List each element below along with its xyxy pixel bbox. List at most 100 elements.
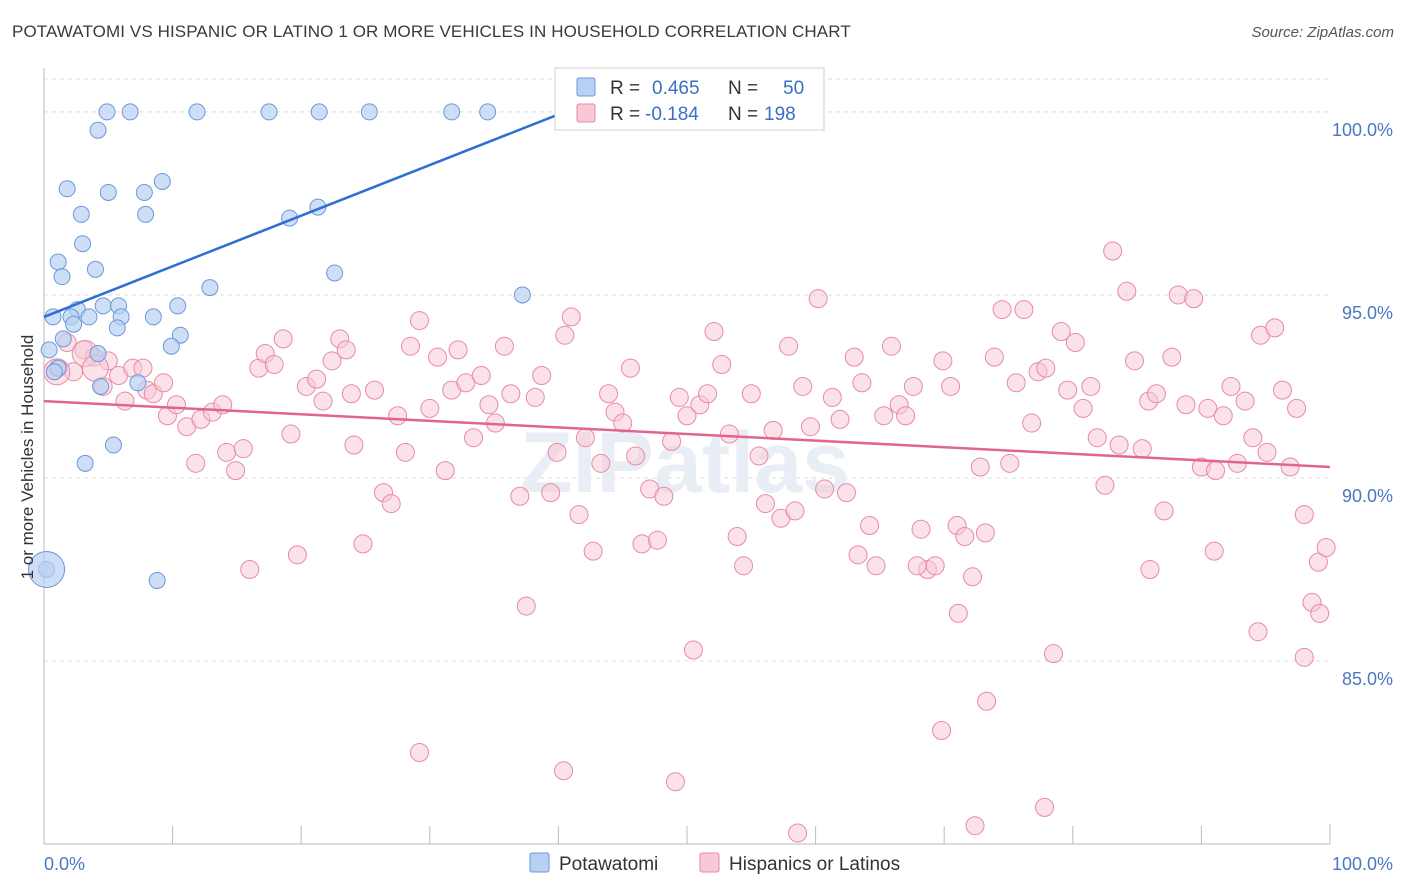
pink-point-24 — [240, 559, 260, 579]
potawatomi-points — [28, 103, 594, 589]
pink-point-155 — [1213, 406, 1233, 426]
blue-point-40 — [89, 345, 107, 363]
legend-r-value-blue: 0.465 — [652, 78, 700, 99]
pink-point-146 — [1146, 384, 1166, 404]
pink-point-127 — [1006, 373, 1026, 393]
legend-r-label-pink: R = — [610, 104, 640, 125]
pink-point-36 — [336, 340, 356, 360]
pink-point-100 — [808, 289, 828, 309]
pink-point-148 — [1162, 347, 1182, 367]
pink-point-122 — [970, 457, 990, 477]
blue-point-3 — [260, 103, 278, 121]
pink-point-13 — [154, 373, 174, 393]
pink-point-27 — [264, 354, 284, 374]
pink-point-179 — [965, 816, 985, 836]
hispanics-points — [43, 241, 1336, 843]
pink-point-173 — [907, 556, 927, 576]
blue-point-34 — [65, 315, 83, 333]
blue-point-45 — [104, 436, 122, 454]
y-tick-label-3: 100.0% — [1332, 120, 1393, 140]
blue-point-23 — [201, 279, 219, 297]
bottom-legend-swatch-pink — [699, 852, 720, 873]
pink-point-57 — [494, 336, 514, 356]
pink-point-97 — [785, 501, 805, 521]
pink-point-140 — [1103, 241, 1123, 261]
pink-point-59 — [510, 486, 530, 506]
pink-point-54 — [471, 365, 491, 385]
pink-point-123 — [977, 691, 997, 711]
blue-point-36 — [54, 330, 72, 348]
grid-lines — [44, 78, 1330, 662]
pink-point-144 — [1132, 439, 1152, 459]
stats-legend: R = 0.465 N = 50 R = -0.184 N = 198 — [554, 67, 825, 131]
blue-point-46 — [76, 454, 94, 472]
pink-point-142 — [1117, 281, 1137, 301]
pink-point-159 — [1243, 428, 1263, 448]
pink-point-181 — [410, 742, 430, 762]
legend-r-label-blue: R = — [610, 78, 640, 99]
pink-point-150 — [1176, 395, 1196, 415]
pink-point-23 — [233, 439, 253, 459]
pink-point-110 — [881, 336, 901, 356]
pink-point-121 — [962, 567, 982, 587]
pink-point-151 — [1184, 289, 1204, 309]
pink-point-42 — [381, 494, 401, 514]
pink-point-177 — [788, 823, 808, 843]
pink-point-154 — [1206, 461, 1226, 481]
bottom-legend-label-pink: Hispanics or Latinos — [729, 854, 900, 875]
pink-point-48 — [428, 347, 448, 367]
pink-point-108 — [866, 556, 886, 576]
pink-point-128 — [1014, 300, 1034, 320]
blue-point-26 — [94, 297, 112, 315]
pink-point-105 — [844, 347, 864, 367]
pink-point-43 — [388, 406, 408, 426]
pink-point-147 — [1154, 501, 1174, 521]
pink-point-180 — [1035, 797, 1055, 817]
pink-point-158 — [1235, 391, 1255, 411]
pink-point-113 — [903, 376, 923, 396]
blue-point-14 — [72, 205, 90, 223]
pink-point-17 — [186, 453, 206, 473]
pink-point-49 — [435, 461, 455, 481]
pink-point-124 — [984, 347, 1004, 367]
pink-point-143 — [1125, 351, 1145, 371]
pink-point-126 — [1000, 453, 1020, 473]
source-label: Source: ZipAtlas.com — [1251, 24, 1394, 41]
pink-point-89 — [727, 527, 747, 547]
pink-point-75 — [626, 446, 646, 466]
blue-point-2 — [188, 103, 206, 121]
pink-point-170 — [1310, 603, 1330, 623]
pink-point-64 — [547, 442, 567, 462]
pink-point-183 — [1140, 559, 1160, 579]
pink-point-132 — [1044, 644, 1064, 664]
pink-point-63 — [541, 483, 561, 503]
pink-point-60 — [516, 596, 536, 616]
pink-point-29 — [281, 424, 301, 444]
trend-lines — [43, 110, 1331, 469]
pink-point-141 — [1109, 435, 1129, 455]
pink-point-107 — [860, 516, 880, 536]
pink-point-58 — [501, 384, 521, 404]
pink-point-38 — [344, 435, 364, 455]
pink-point-125 — [992, 300, 1012, 320]
pink-point-102 — [822, 387, 842, 407]
pink-point-82 — [677, 406, 697, 426]
y-tick-label-0: 85.0% — [1342, 669, 1393, 689]
pink-point-83 — [683, 640, 703, 660]
pink-point-34 — [322, 351, 342, 371]
blue-point-7 — [479, 103, 497, 121]
pink-point-79 — [654, 486, 674, 506]
pink-point-70 — [591, 453, 611, 473]
pink-point-178 — [932, 721, 952, 741]
pink-point-45 — [401, 336, 421, 356]
pink-point-161 — [1257, 442, 1277, 462]
pink-point-53 — [464, 428, 484, 448]
pink-point-65 — [555, 325, 575, 345]
pink-point-33 — [313, 391, 333, 411]
pink-point-76 — [632, 534, 652, 554]
blue-point-44 — [129, 374, 147, 392]
legend-swatch-pink — [576, 103, 596, 123]
pink-point-47 — [420, 398, 440, 418]
blue-point-15 — [137, 205, 155, 223]
watermark: ZIPatlas — [520, 415, 850, 511]
